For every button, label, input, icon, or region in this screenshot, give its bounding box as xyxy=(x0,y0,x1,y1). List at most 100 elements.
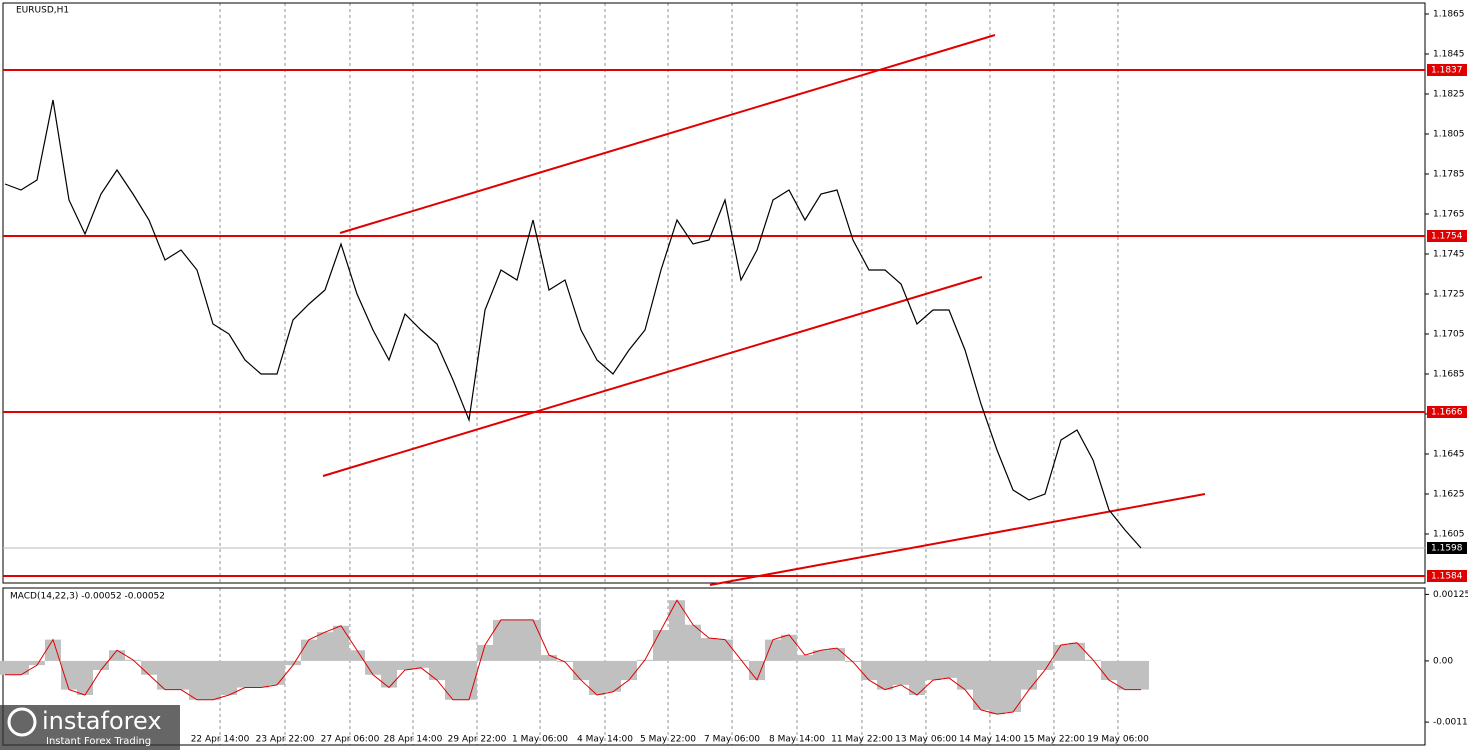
macd-bar xyxy=(1117,660,1133,690)
macd-bar xyxy=(45,639,61,661)
macd-bar xyxy=(1069,642,1085,661)
y-tick-label: 1.1865 xyxy=(1433,10,1465,20)
macd-bar xyxy=(205,660,221,700)
macd-bar xyxy=(173,660,189,690)
trend-line xyxy=(322,276,983,477)
macd-bar xyxy=(989,660,1005,715)
price-panel xyxy=(2,2,1426,584)
macd-bar xyxy=(813,650,829,661)
macd-bar xyxy=(1037,660,1053,670)
macd-bar xyxy=(653,630,669,661)
macd-bar xyxy=(461,660,477,700)
watermark-logo xyxy=(7,707,37,737)
macd-bar xyxy=(61,660,77,690)
macd-bar xyxy=(509,619,525,661)
macd-bar xyxy=(957,660,973,690)
macd-bar xyxy=(1005,660,1021,713)
macd-bar xyxy=(925,660,941,681)
macd-bar xyxy=(797,655,813,661)
level-box xyxy=(1427,570,1467,582)
level-box xyxy=(1427,230,1467,242)
macd-bar xyxy=(285,660,301,666)
macd-bar xyxy=(669,600,685,661)
current-price-label: 1.1598 xyxy=(1431,544,1463,554)
macd-bar xyxy=(141,660,157,675)
macd-bar xyxy=(397,660,413,670)
macd-bar xyxy=(621,660,637,681)
macd-bar xyxy=(1053,644,1069,661)
macd-bar xyxy=(445,660,461,700)
watermark-brand: instaforex xyxy=(42,707,162,735)
macd-bar xyxy=(365,660,381,675)
macd-bar xyxy=(477,644,493,661)
macd-bar xyxy=(973,660,989,710)
x-tick-label: 23 Apr 22:00 xyxy=(256,735,315,745)
macd-bar xyxy=(685,624,701,661)
macd-bar xyxy=(317,632,333,661)
macd-line xyxy=(5,599,1141,715)
x-tick-label: 14 May 14:00 xyxy=(959,735,1021,745)
macd-bar xyxy=(861,660,877,681)
macd-bar xyxy=(525,619,541,661)
macd-bar xyxy=(493,619,509,661)
macd-bar xyxy=(93,660,109,670)
macd-bar xyxy=(1021,660,1037,690)
y-tick-label: 1.1645 xyxy=(1433,450,1465,460)
y-tick-label: 1.1745 xyxy=(1433,250,1465,260)
macd-bar xyxy=(301,639,317,661)
watermark-tagline: Instant Forex Trading xyxy=(46,736,151,747)
y-tick-label: 1.1625 xyxy=(1433,490,1465,500)
chart-title: EURUSD,H1 xyxy=(16,6,69,16)
x-tick-label: 19 May 06:00 xyxy=(1087,735,1149,745)
macd-bar xyxy=(157,660,173,690)
trend-line xyxy=(709,493,1206,586)
macd-bar xyxy=(413,660,429,668)
macd-bar xyxy=(237,660,253,688)
y-tick-label: 1.1785 xyxy=(1433,170,1465,180)
x-tick-label: 15 May 22:00 xyxy=(1023,735,1085,745)
x-tick-label: 29 Apr 22:00 xyxy=(448,735,507,745)
macd-bar xyxy=(701,638,717,661)
trend-line xyxy=(339,34,996,234)
y-tick-label: 1.1705 xyxy=(1433,330,1465,340)
x-tick-label: 1 May 06:00 xyxy=(512,735,568,745)
price-line xyxy=(4,99,1142,549)
macd-bar xyxy=(765,639,781,661)
macd-bar xyxy=(1133,660,1149,690)
y-tick-label: 1.1765 xyxy=(1433,210,1465,220)
macd-bar xyxy=(349,650,365,661)
macd-bar xyxy=(189,660,205,700)
macd-bar xyxy=(893,660,909,685)
x-tick-label: 8 May 14:00 xyxy=(769,735,825,745)
macd-bar xyxy=(1101,660,1117,681)
macd-bar xyxy=(573,660,589,681)
y-tick-label: 0.00125 xyxy=(1433,590,1468,600)
macd-bar xyxy=(941,660,957,678)
macd-bar xyxy=(269,660,285,685)
macd-bar xyxy=(0,660,13,675)
macd-bar xyxy=(605,660,621,692)
level-box xyxy=(1427,406,1467,418)
y-tick-label: 1.1605 xyxy=(1433,530,1465,540)
macd-bar xyxy=(749,660,765,681)
level-label: 1.1837 xyxy=(1431,66,1463,76)
macd-bar xyxy=(541,655,557,661)
y-tick-label: 1.1685 xyxy=(1433,370,1465,380)
macd-bar xyxy=(717,639,733,661)
x-tick-label: 22 Apr 14:00 xyxy=(191,735,250,745)
x-tick-label: 11 May 22:00 xyxy=(831,735,893,745)
y-tick-label: 1.1845 xyxy=(1433,50,1465,60)
level-label: 1.1584 xyxy=(1431,572,1463,582)
x-tick-label: 13 May 06:00 xyxy=(895,735,957,745)
macd-bar xyxy=(877,660,893,690)
macd-bar xyxy=(781,634,797,661)
x-tick-label: 4 May 14:00 xyxy=(577,735,633,745)
macd-bar xyxy=(429,660,445,681)
x-tick-label: 28 Apr 14:00 xyxy=(384,735,443,745)
macd-bar xyxy=(253,660,269,688)
x-tick-label: 7 May 06:00 xyxy=(704,735,760,745)
x-tick-label: 27 Apr 06:00 xyxy=(321,735,380,745)
macd-bar xyxy=(381,660,397,688)
macd-bar xyxy=(909,660,925,695)
